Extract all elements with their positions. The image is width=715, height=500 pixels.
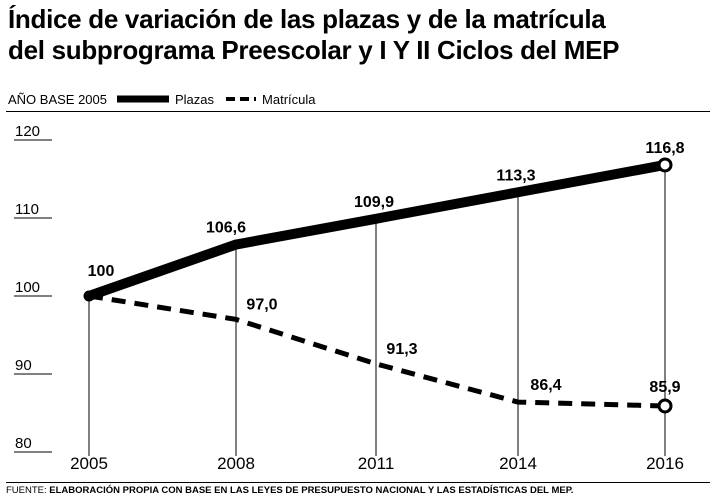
x-tick-label: 2016 (646, 454, 684, 473)
y-axis: 80 90 100 110 120 (14, 123, 52, 453)
legend: AÑO BASE 2005 Plazas Matrícula (8, 88, 710, 110)
series-end-marker (657, 398, 673, 414)
y-tick-label: 120 (15, 123, 40, 140)
data-label: 97,0 (246, 296, 277, 313)
top-divider (6, 111, 710, 112)
x-tick-label: 2011 (358, 454, 395, 473)
base-year-label: AÑO BASE 2005 (8, 91, 107, 107)
y-tick-label: 90 (15, 357, 32, 374)
x-tick-label: 2008 (217, 454, 255, 473)
series (83, 157, 673, 414)
legend-label-plazas: Plazas (175, 91, 215, 107)
legend-solid-line-icon (117, 95, 169, 103)
series-end-marker (657, 157, 673, 173)
data-labels: 100 106,6 109,9 113,3 116,8 97,0 91,3 86,4 85,9 (88, 140, 685, 396)
legend-label-matricula: Matrícula (262, 91, 316, 107)
y-tick-label: 100 (15, 279, 40, 296)
y-tick-label: 80 (15, 435, 32, 452)
legend-item-plazas: Plazas (115, 92, 214, 107)
bottom-divider (6, 482, 710, 483)
x-tick-label: 2014 (499, 454, 537, 473)
data-label: 106,6 (206, 220, 246, 237)
data-label: 116,8 (645, 140, 684, 157)
chart-title: Índice de variación de las plazas y de l… (8, 4, 708, 66)
chart-title-line2: del subprograma Preescolar y I Y II Cicl… (8, 35, 620, 65)
chart-title-line1: Índice de variación de las plazas y de l… (8, 4, 606, 34)
data-label: 113,3 (496, 167, 535, 184)
y-tick-label: 110 (15, 201, 39, 218)
footer-source-text: ELABORACIÓN PROPIA CON BASE EN LAS LEYES… (49, 485, 574, 496)
data-label: 85,9 (649, 379, 680, 396)
data-label: 86,4 (530, 377, 561, 394)
legend-item-matricula: Matrícula (224, 91, 316, 107)
source-footer: FUENTE: ELABORACIÓN PROPIA CON BASE EN L… (6, 484, 712, 497)
x-axis: 2005 2008 2011 2014 2016 (70, 454, 684, 473)
data-label: 109,9 (354, 194, 394, 211)
legend-dashed-line-icon (226, 97, 257, 101)
data-label: 91,3 (386, 341, 417, 358)
data-label: 100 (88, 263, 115, 280)
footer-prefix: FUENTE: (6, 485, 47, 496)
series-line-plazas (84, 159, 670, 301)
series-line-matrícula (88, 293, 666, 409)
x-tick-label: 2005 (70, 454, 108, 473)
